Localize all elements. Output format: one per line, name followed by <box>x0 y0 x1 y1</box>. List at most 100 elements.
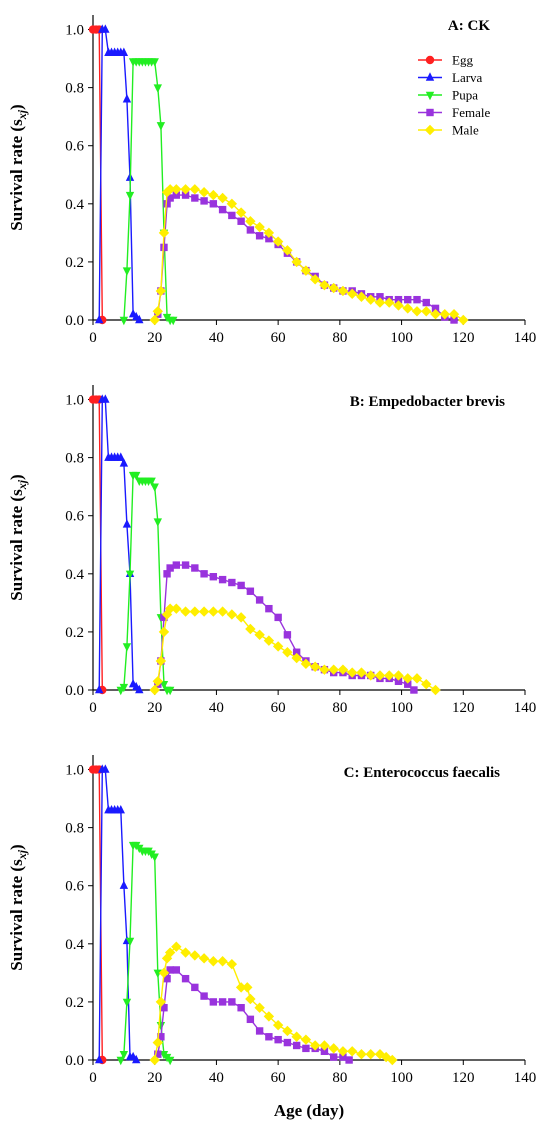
data-point <box>337 1046 349 1057</box>
data-point <box>122 519 132 528</box>
data-point <box>153 518 162 527</box>
x-tick-label: 40 <box>209 330 224 346</box>
data-point <box>152 306 163 317</box>
data-point <box>274 613 282 622</box>
data-point <box>282 647 293 658</box>
data-point <box>228 578 236 587</box>
data-point <box>374 670 386 681</box>
data-point <box>245 623 256 635</box>
data-point <box>149 1054 160 1066</box>
chart-panel-3: 0.0 0.2 0.4 0.6 0.8 1.0 0 20 40 60 80 100 120 140 Surv… <box>7 755 536 1120</box>
legend-item: Larva <box>418 70 483 85</box>
series-larva <box>94 24 144 324</box>
data-point <box>150 853 159 862</box>
data-point <box>165 686 175 696</box>
data-point <box>347 1046 358 1057</box>
y-tick-label: 0.0 <box>65 683 84 699</box>
data-point <box>198 606 210 617</box>
y-tick-label: 0.4 <box>65 937 84 953</box>
data-point <box>319 664 330 675</box>
data-point <box>228 998 236 1006</box>
y-axis-title: Survival rate (sxj) <box>7 844 29 970</box>
data-point <box>347 288 358 300</box>
data-point <box>94 314 104 324</box>
legend: Egg Larva Pupa Female Male <box>418 53 490 138</box>
y-tick-label: 0.0 <box>65 1053 84 1069</box>
chart-panel-2: 0.0 0.2 0.4 0.6 0.8 1.0 0 20 40 60 80 100 120 140 Surv… <box>7 385 536 716</box>
y-tick-label: 0.0 <box>65 313 84 329</box>
y-tick-label: 1.0 <box>65 763 84 779</box>
data-point <box>132 1054 141 1064</box>
y-tick-label: 0.4 <box>65 197 84 213</box>
data-point <box>191 564 199 572</box>
data-point <box>200 197 208 205</box>
data-point <box>166 966 174 974</box>
series-egg <box>88 765 107 1065</box>
x-tick-label: 100 <box>390 700 413 716</box>
x-tick-label: 120 <box>452 330 475 346</box>
x-tick-label: 60 <box>271 1070 286 1086</box>
data-point <box>125 570 135 580</box>
x-tick-label: 20 <box>147 1070 162 1086</box>
legend-item: Pupa <box>418 88 478 103</box>
data-point <box>254 221 265 233</box>
data-point <box>237 581 245 590</box>
series-pupa <box>116 471 175 696</box>
data-point <box>171 184 182 195</box>
data-point <box>300 265 312 276</box>
data-point <box>265 234 273 243</box>
data-point <box>431 304 440 313</box>
data-point <box>265 1033 273 1041</box>
data-point <box>263 1011 275 1022</box>
data-point <box>94 684 104 694</box>
panel-title: A: CK <box>448 18 490 34</box>
data-point <box>155 655 167 667</box>
panel-title: B: Empedobacter brevis <box>350 394 505 410</box>
data-point <box>169 316 178 326</box>
data-point <box>246 226 255 234</box>
data-point <box>246 587 255 595</box>
x-tick-label: 120 <box>452 1070 475 1086</box>
series-larva <box>94 394 144 694</box>
series-egg <box>88 25 107 325</box>
data-point <box>156 122 166 131</box>
data-point <box>171 941 182 952</box>
data-point <box>119 1050 129 1060</box>
data-point <box>291 1031 302 1042</box>
data-point <box>329 1053 338 1061</box>
data-point <box>393 670 404 681</box>
data-point <box>394 677 403 685</box>
data-point <box>163 570 171 578</box>
data-point <box>116 1056 125 1066</box>
data-point <box>125 191 135 201</box>
data-point <box>153 84 162 93</box>
legend-label: Female <box>452 105 490 120</box>
data-point <box>263 227 275 239</box>
data-point <box>209 573 218 581</box>
y-tick-label: 0.2 <box>65 995 84 1011</box>
data-point <box>160 1004 168 1012</box>
data-point <box>191 194 199 202</box>
data-point <box>172 561 181 569</box>
data-point <box>152 1037 163 1048</box>
data-point <box>421 306 432 317</box>
data-point <box>119 47 129 56</box>
data-point <box>116 804 125 814</box>
x-tick-label: 40 <box>209 700 224 716</box>
data-point <box>365 670 376 681</box>
panel-title: C: Enterococcus faecalis <box>344 765 501 781</box>
data-point <box>150 58 159 67</box>
data-point <box>300 658 312 670</box>
data-point <box>171 603 182 614</box>
data-point <box>180 947 191 958</box>
data-point <box>218 998 227 1006</box>
series-line <box>157 564 415 691</box>
data-point <box>226 958 238 970</box>
x-tick-label: 140 <box>514 1070 537 1086</box>
data-point <box>292 648 301 656</box>
data-point <box>217 192 228 204</box>
x-tick-label: 140 <box>514 700 537 716</box>
data-point <box>302 1044 310 1053</box>
legend-label: Larva <box>452 70 483 85</box>
